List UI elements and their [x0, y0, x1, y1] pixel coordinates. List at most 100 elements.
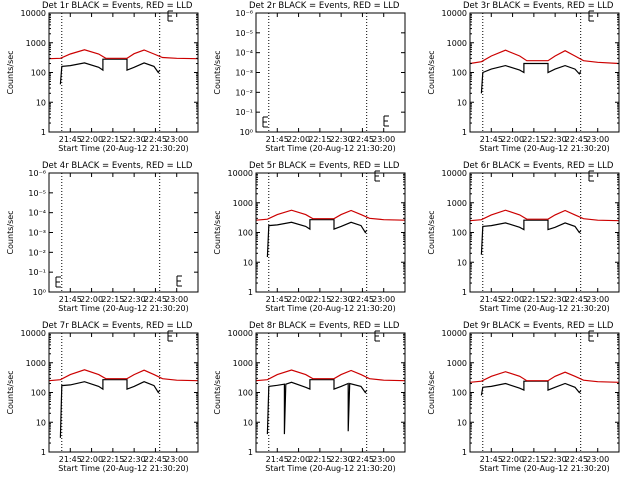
- y-axis-label: Counts/sec: [213, 50, 222, 94]
- legend-marker: [588, 170, 594, 182]
- legend-marker: [176, 275, 182, 287]
- panel-title: Det 5r BLACK = Events, RED = LLD: [249, 161, 400, 171]
- y-tick-label: 1: [248, 448, 253, 457]
- x-tick-label: 22:00: [501, 295, 524, 304]
- x-tick-label: 22:45: [351, 135, 374, 144]
- lld-series-line: [469, 49, 620, 65]
- y-tick-label: 100: [452, 69, 467, 78]
- plot-frame: [48, 172, 199, 293]
- x-tick-label: 22:45: [144, 295, 167, 304]
- y-tick-label: 1: [41, 128, 46, 137]
- y-tick-label: 10⁻⁴: [235, 49, 253, 58]
- panel-det-1r: Det 1r BLACK = Events, RED = LLD 1 10 100 10…: [6, 1, 199, 153]
- x-tick-label: 22:30: [544, 135, 567, 144]
- x-tick-label: 21:45: [480, 135, 503, 144]
- plot-frame: [255, 172, 406, 293]
- y-axis-label: Counts/sec: [6, 50, 15, 94]
- plot-frame: [469, 172, 620, 293]
- x-tick-label: 22:30: [123, 135, 146, 144]
- y-tick-label: 10⁻⁵: [28, 189, 46, 198]
- panel-title: Det 8r BLACK = Events, RED = LLD: [249, 321, 400, 331]
- y-tick-label: 10: [457, 98, 467, 107]
- panel-det-2r: Det 2r BLACK = Events, RED = LLD 10⁰ 10⁻¹ 1…: [213, 1, 406, 153]
- lld-series-line: [255, 369, 406, 382]
- lld-series-line: [48, 369, 199, 382]
- panel-det-3r: Det 3r BLACK = Events, RED = LLD 1 10 100 10…: [427, 1, 620, 153]
- y-tick-label: 10⁻⁶: [28, 169, 46, 178]
- panel-title: Det 3r BLACK = Events, RED = LLD: [463, 1, 614, 11]
- x-tick-label: 22:15: [101, 455, 124, 464]
- y-tick-label: 100: [238, 229, 253, 238]
- y-tick-label: 10000: [442, 169, 467, 178]
- y-tick-label: 100: [31, 389, 46, 398]
- y-tick-label: 10: [243, 418, 253, 427]
- panel-det-8r: Det 8r BLACK = Events, RED = LLD 1 10 100 10…: [213, 321, 406, 473]
- x-axis-label: Start Time (20-Aug-12 21:30:20): [58, 464, 189, 473]
- x-tick-label: 22:00: [501, 455, 524, 464]
- y-axis-label: Counts/sec: [427, 210, 436, 254]
- y-tick-label: 100: [452, 389, 467, 398]
- y-tick-label: 100: [31, 69, 46, 78]
- legend-marker: [383, 115, 389, 127]
- x-axis-label: Start Time (20-Aug-12 21:30:20): [58, 144, 189, 153]
- y-tick-label: 1: [462, 288, 467, 297]
- events-series-line: [59, 379, 161, 438]
- x-tick-label: 23:00: [165, 135, 188, 144]
- x-tick-label: 22:15: [101, 135, 124, 144]
- panel-det-7r: Det 7r BLACK = Events, RED = LLD 1 10 100 10…: [6, 321, 199, 473]
- plot-frame: [48, 12, 199, 133]
- events-series-line: [266, 379, 368, 435]
- events-series-line: [480, 62, 582, 94]
- x-tick-label: 22:00: [287, 455, 310, 464]
- y-tick-label: 10⁻⁵: [235, 29, 253, 38]
- events-series-line: [266, 219, 368, 258]
- x-tick-label: 22:00: [80, 455, 103, 464]
- panel-title: Det 7r BLACK = Events, RED = LLD: [42, 321, 193, 331]
- x-tick-label: 21:45: [266, 455, 289, 464]
- panel-det-6r: Det 6r BLACK = Events, RED = LLD 1 10 100 10…: [427, 161, 620, 313]
- x-tick-label: 22:30: [544, 295, 567, 304]
- x-tick-label: 22:45: [144, 135, 167, 144]
- y-tick-label: 10⁻¹: [28, 268, 46, 277]
- y-tick-label: 10⁻⁴: [28, 209, 46, 218]
- x-tick-label: 22:45: [565, 455, 588, 464]
- y-axis-label: Counts/sec: [6, 370, 15, 414]
- x-tick-label: 21:45: [480, 295, 503, 304]
- x-tick-label: 22:00: [501, 135, 524, 144]
- panel-det-5r: Det 5r BLACK = Events, RED = LLD 1 10 100 10…: [213, 161, 406, 313]
- y-tick-label: 1: [462, 448, 467, 457]
- legend-marker: [588, 10, 594, 22]
- x-tick-label: 22:30: [330, 455, 353, 464]
- x-tick-label: 22:30: [330, 295, 353, 304]
- plot-frame: [469, 332, 620, 453]
- y-tick-label: 1000: [233, 199, 253, 208]
- x-tick-label: 22:15: [308, 295, 331, 304]
- x-tick-label: 22:30: [123, 295, 146, 304]
- y-tick-label: 10: [243, 258, 253, 267]
- plot-frame: [255, 332, 406, 453]
- y-tick-label: 10000: [21, 329, 46, 338]
- x-tick-label: 23:00: [165, 295, 188, 304]
- x-tick-label: 23:00: [372, 135, 395, 144]
- x-tick-label: 23:00: [372, 455, 395, 464]
- x-tick-label: 22:00: [287, 135, 310, 144]
- legend-marker: [588, 330, 594, 342]
- x-axis-label: Start Time (20-Aug-12 21:30:20): [265, 464, 396, 473]
- x-tick-label: 22:00: [80, 295, 103, 304]
- y-axis-label: Counts/sec: [427, 370, 436, 414]
- y-axis-label: Counts/sec: [213, 210, 222, 254]
- y-tick-label: 10⁻²: [235, 88, 253, 97]
- x-tick-label: 22:00: [287, 295, 310, 304]
- y-tick-label: 100: [238, 389, 253, 398]
- x-tick-label: 21:45: [59, 455, 82, 464]
- y-tick-label: 1000: [447, 359, 467, 368]
- x-axis-label: Start Time (20-Aug-12 21:30:20): [479, 144, 610, 153]
- y-tick-label: 10000: [442, 329, 467, 338]
- lld-series-line: [255, 209, 406, 221]
- legend-marker: [374, 330, 380, 342]
- x-axis-label: Start Time (20-Aug-12 21:30:20): [58, 304, 189, 313]
- x-tick-label: 21:45: [266, 135, 289, 144]
- y-tick-label: 10000: [228, 329, 253, 338]
- lld-series-line: [469, 209, 620, 222]
- events-series-line: [59, 58, 161, 85]
